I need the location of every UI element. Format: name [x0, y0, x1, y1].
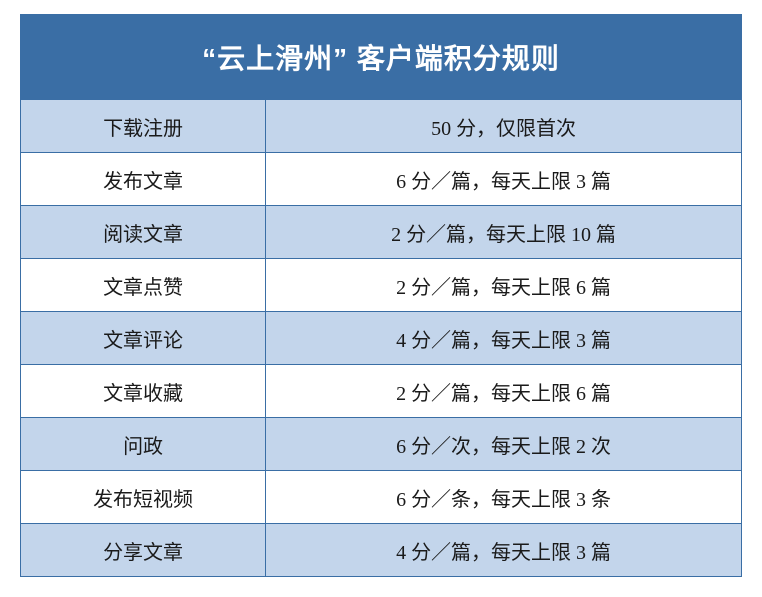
rule-cell: 4 分／篇，每天上限 3 篇 [266, 524, 742, 577]
rule-cell: 2 分／篇，每天上限 6 篇 [266, 259, 742, 312]
rule-cell: 6 分／次，每天上限 2 次 [266, 418, 742, 471]
table-title-row: “云上滑州” 客户端积分规则 [21, 15, 742, 100]
table-row: 问政 6 分／次，每天上限 2 次 [21, 418, 742, 471]
table-row: 发布文章 6 分／篇，每天上限 3 篇 [21, 153, 742, 206]
rule-cell: 2 分／篇，每天上限 6 篇 [266, 365, 742, 418]
action-cell: 阅读文章 [21, 206, 266, 259]
action-cell: 文章点赞 [21, 259, 266, 312]
rule-cell: 6 分／篇，每天上限 3 篇 [266, 153, 742, 206]
table-row: 分享文章 4 分／篇，每天上限 3 篇 [21, 524, 742, 577]
action-cell: 文章收藏 [21, 365, 266, 418]
rule-cell: 2 分／篇，每天上限 10 篇 [266, 206, 742, 259]
table-row: 阅读文章 2 分／篇，每天上限 10 篇 [21, 206, 742, 259]
points-rules-table-container: “云上滑州” 客户端积分规则 下载注册 50 分，仅限首次 发布文章 6 分／篇… [0, 0, 762, 597]
action-cell: 文章评论 [21, 312, 266, 365]
action-cell: 发布文章 [21, 153, 266, 206]
action-cell: 发布短视频 [21, 471, 266, 524]
rule-cell: 50 分，仅限首次 [266, 100, 742, 153]
table-row: 文章点赞 2 分／篇，每天上限 6 篇 [21, 259, 742, 312]
action-cell: 下载注册 [21, 100, 266, 153]
table-row: 下载注册 50 分，仅限首次 [21, 100, 742, 153]
action-cell: 问政 [21, 418, 266, 471]
rule-cell: 6 分／条，每天上限 3 条 [266, 471, 742, 524]
points-rules-table: “云上滑州” 客户端积分规则 下载注册 50 分，仅限首次 发布文章 6 分／篇… [20, 14, 742, 577]
table-row: 发布短视频 6 分／条，每天上限 3 条 [21, 471, 742, 524]
table-title: “云上滑州” 客户端积分规则 [21, 15, 742, 100]
rule-cell: 4 分／篇，每天上限 3 篇 [266, 312, 742, 365]
action-cell: 分享文章 [21, 524, 266, 577]
table-row: 文章评论 4 分／篇，每天上限 3 篇 [21, 312, 742, 365]
table-row: 文章收藏 2 分／篇，每天上限 6 篇 [21, 365, 742, 418]
